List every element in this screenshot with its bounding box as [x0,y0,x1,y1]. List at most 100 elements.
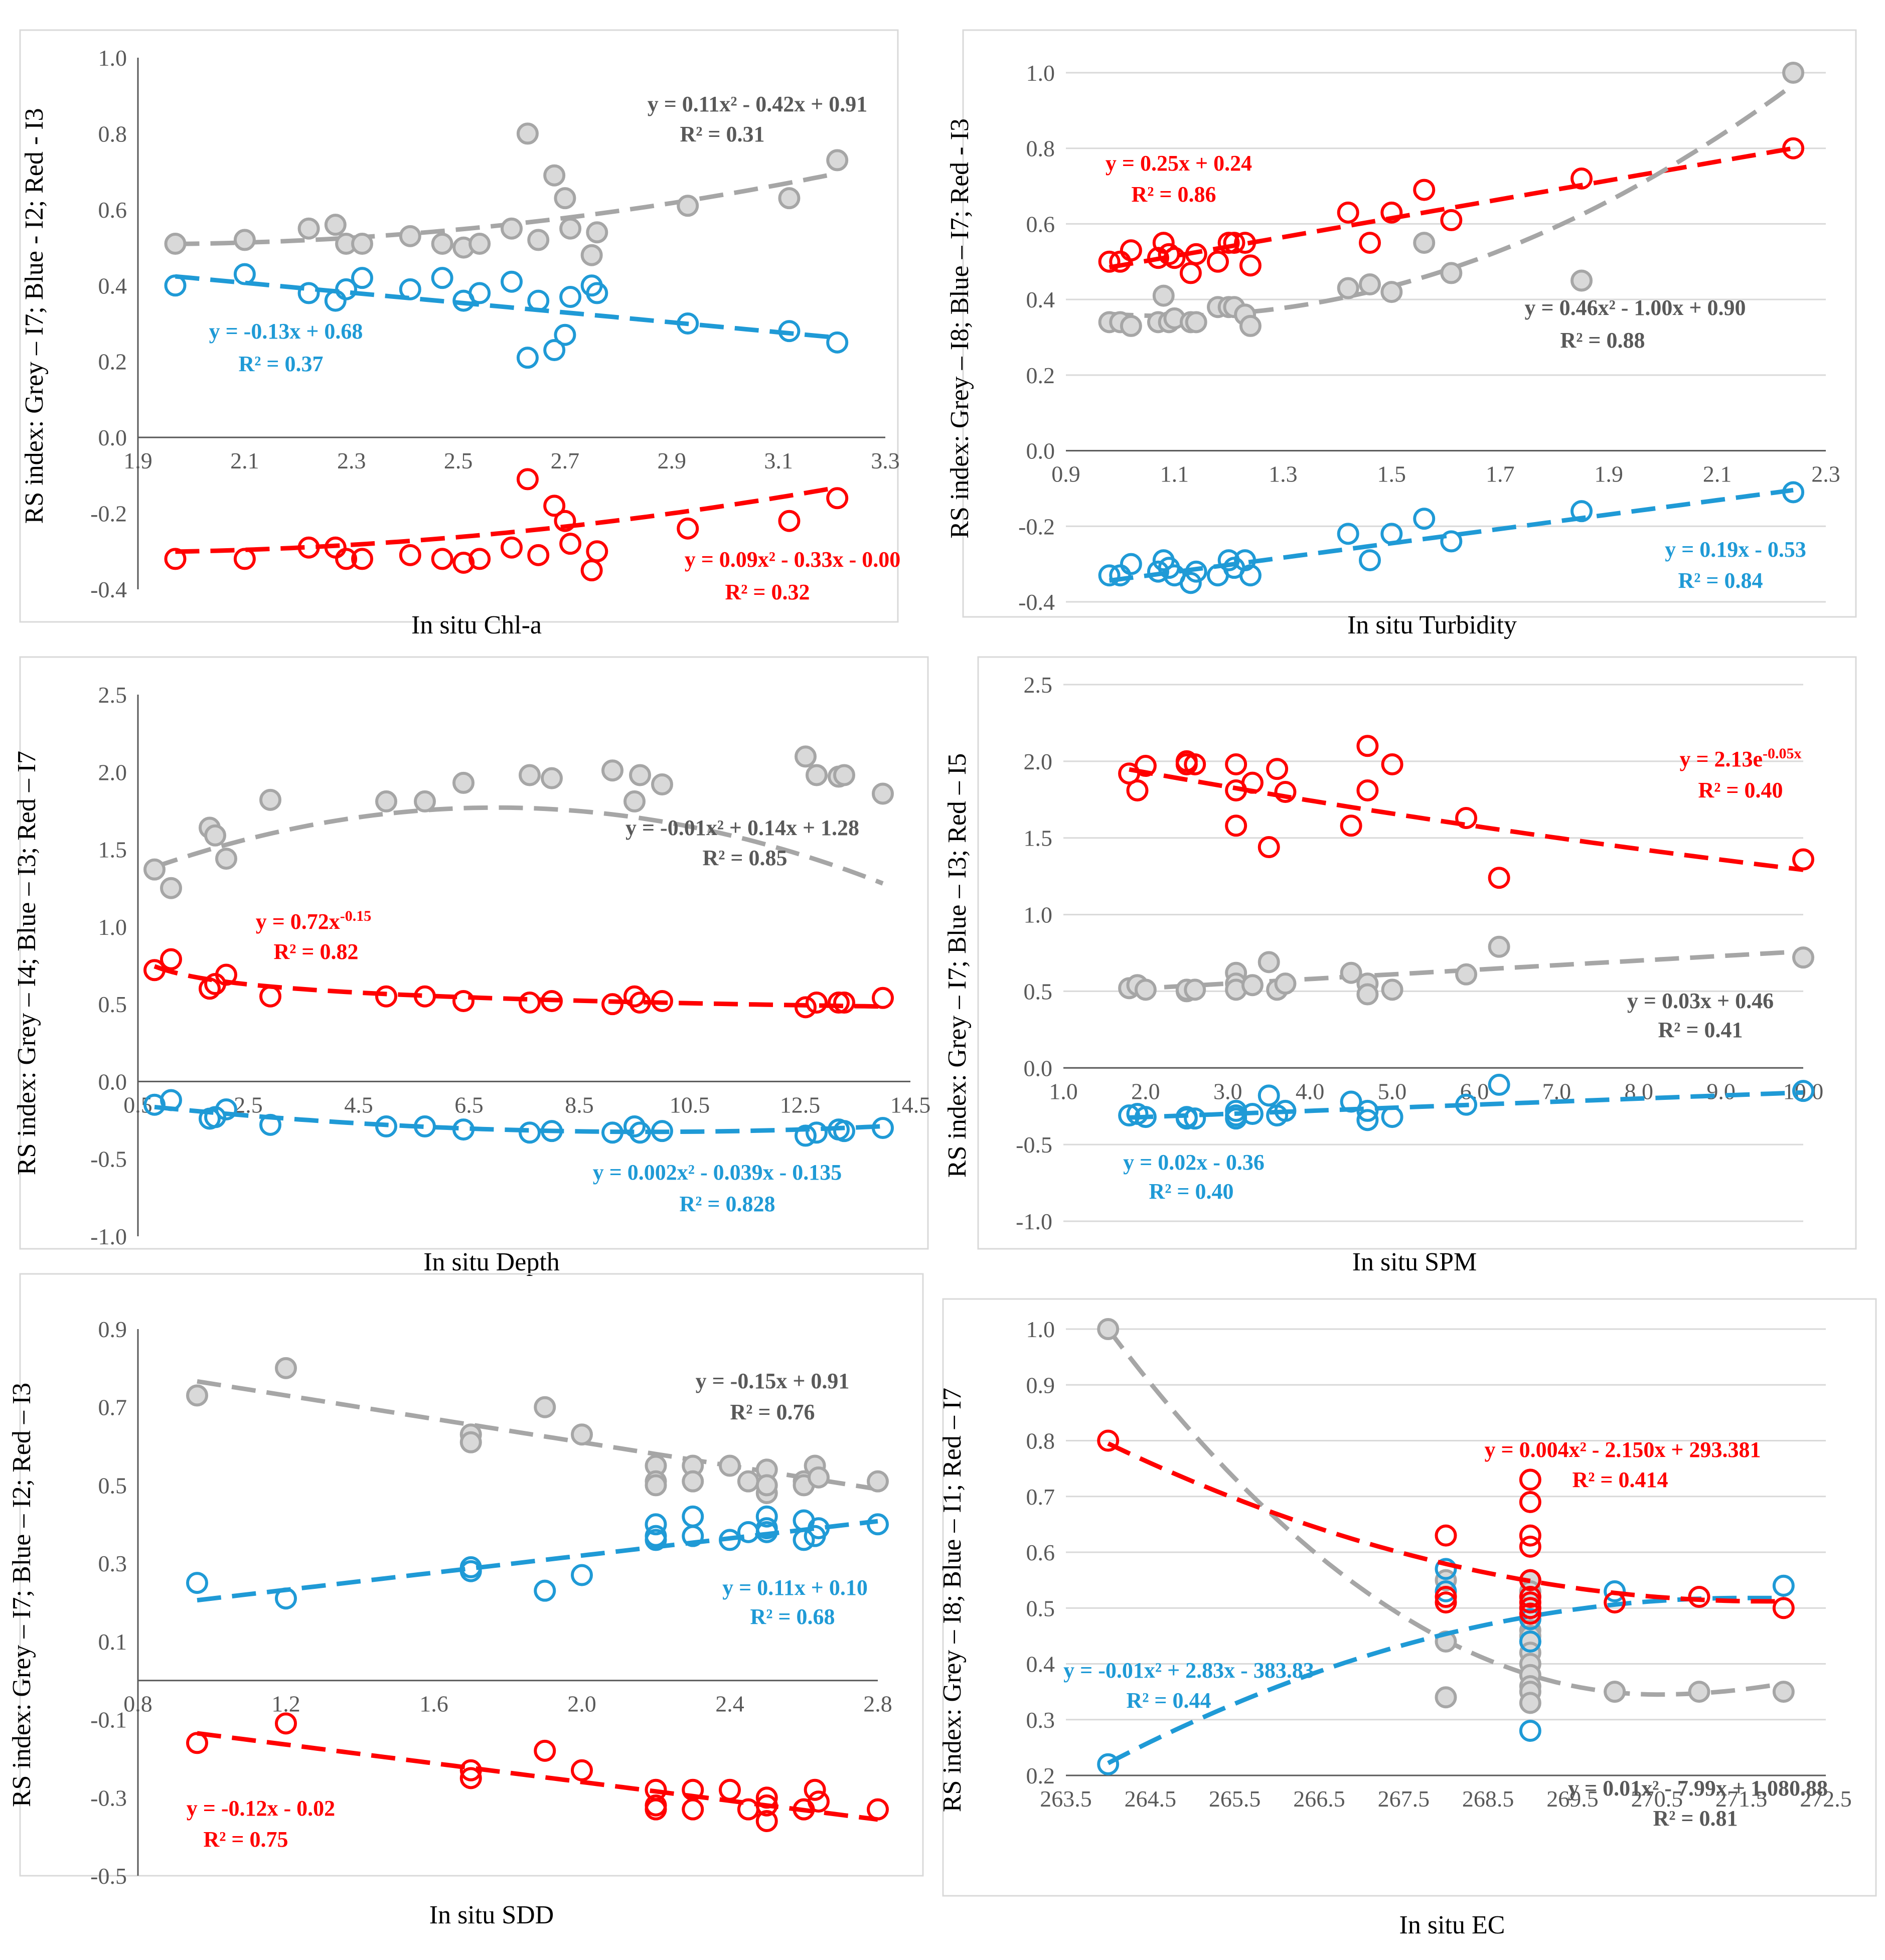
data-point [414,1115,436,1137]
data-point [204,824,226,847]
data-point [1455,1093,1478,1116]
data-point [1455,963,1478,986]
data-point [1519,1468,1541,1491]
data-point [1604,1580,1626,1602]
y-tick-label: 0.6 [1026,211,1055,237]
data-point [1179,572,1202,594]
data-point [1519,1591,1541,1614]
y-tick-label: 0.3 [1026,1707,1055,1733]
data-point [1356,1109,1379,1131]
data-point [519,764,541,786]
y-tick-label: 0.7 [98,1395,127,1420]
data-point [275,1712,297,1735]
x-tick-label: 3.0 [1213,1078,1242,1104]
trend-equation: y = 0.002x² - 0.039x - 0.135 [593,1160,842,1185]
trend-equation: y = -0.12x - 0.02 [187,1796,335,1821]
y-tick-label: -0.5 [1016,1132,1052,1158]
trend-equation: y = 0.19x - 0.53 [1665,537,1806,562]
data-point [580,559,603,582]
trend-equation: y = -0.13x + 0.68 [209,319,363,344]
x-tick-label: 1.0 [1049,1078,1078,1104]
data-point [1241,1103,1264,1125]
data-point [1570,500,1593,523]
x-tick-label: 4.5 [344,1092,373,1117]
y-tick-label: 2.0 [98,759,127,785]
data-point [1147,560,1169,583]
trend-r2: R² = 0.40 [1698,778,1783,802]
y-axis-title: RS index: Grey – I7; Blue – I2; Red – I3 [8,1383,36,1807]
data-point [186,1572,208,1594]
y-tick-label: 0.6 [1026,1540,1055,1565]
data-point [1381,1106,1403,1128]
trendline-red [153,964,883,1009]
data-point [833,992,855,1014]
x-tick-label: 1.9 [1594,461,1623,487]
data-point [1792,946,1814,969]
x-tick-label: 1.1 [1160,461,1189,487]
trend-r2: R² = 0.88 [1560,328,1645,353]
data-point [559,533,582,555]
trendline-blue [175,274,838,340]
data-point [1440,209,1463,231]
data-point [804,1778,826,1801]
trend-r2: R² = 0.414 [1572,1467,1668,1492]
data-point [645,1513,667,1536]
trendline-blue [197,1519,878,1603]
data-point [399,278,421,300]
data-point [867,1798,889,1821]
data-point [601,993,623,1016]
data-point [1519,1535,1541,1558]
data-point [275,1357,297,1379]
data-point [1184,978,1206,1001]
data-point [351,548,373,570]
data-point [1152,284,1175,307]
data-point [414,790,436,812]
data-point [826,331,849,354]
y-tick-label: -0.2 [90,501,127,527]
y-tick-label: 0.9 [1026,1372,1055,1398]
data-point [755,1810,778,1832]
data-point [543,164,566,187]
x-tick-label: 5.0 [1378,1078,1407,1104]
data-point [459,1759,482,1781]
y-axis-title: RS index: Grey – I7; Blue – I3; Red – I5 [943,753,972,1178]
trend-r2: R² = 0.31 [680,122,764,146]
data-point [623,985,646,1008]
y-tick-label: 0.1 [98,1629,127,1655]
data-point [571,1423,593,1446]
data-point [1519,1524,1541,1547]
data-point [755,1786,778,1809]
data-point [534,1739,556,1762]
trend-equation: y = 0.02x - 0.36 [1123,1150,1265,1175]
x-axis-title: In situ Depth [423,1248,560,1276]
y-axis-title: RS index: Grey – I8; Blue – I1; Red – I7 [938,1388,967,1812]
y-tick-label: -0.3 [90,1785,127,1811]
trend-r2: R² = 0.85 [702,846,787,870]
data-point [1604,1591,1626,1614]
data-point [399,225,421,247]
data-point [375,1115,397,1137]
data-point [623,1115,646,1137]
y-tick-label: 0.3 [98,1551,127,1576]
series-red [143,948,894,1019]
data-point [541,1120,563,1142]
data-point [1274,1099,1297,1122]
data-point [233,229,256,251]
data-point [259,985,281,1008]
data-point [580,244,603,266]
data-point [335,278,358,300]
data-point [259,788,281,811]
y-tick-label: 0.5 [98,1473,127,1498]
trend-r2: R² = 0.84 [1678,568,1763,593]
y-tick-label: -0.5 [90,1147,127,1172]
data-point [1184,753,1206,775]
data-point [143,858,166,881]
data-point [1239,564,1262,587]
data-point [1380,523,1403,545]
y-axis-title: RS index: Grey – I4; Blue – I3; Red – I7 [13,751,41,1175]
data-point [1435,1524,1457,1547]
data-point [1258,951,1280,973]
data-point [559,217,582,240]
chart-frame [19,29,899,623]
